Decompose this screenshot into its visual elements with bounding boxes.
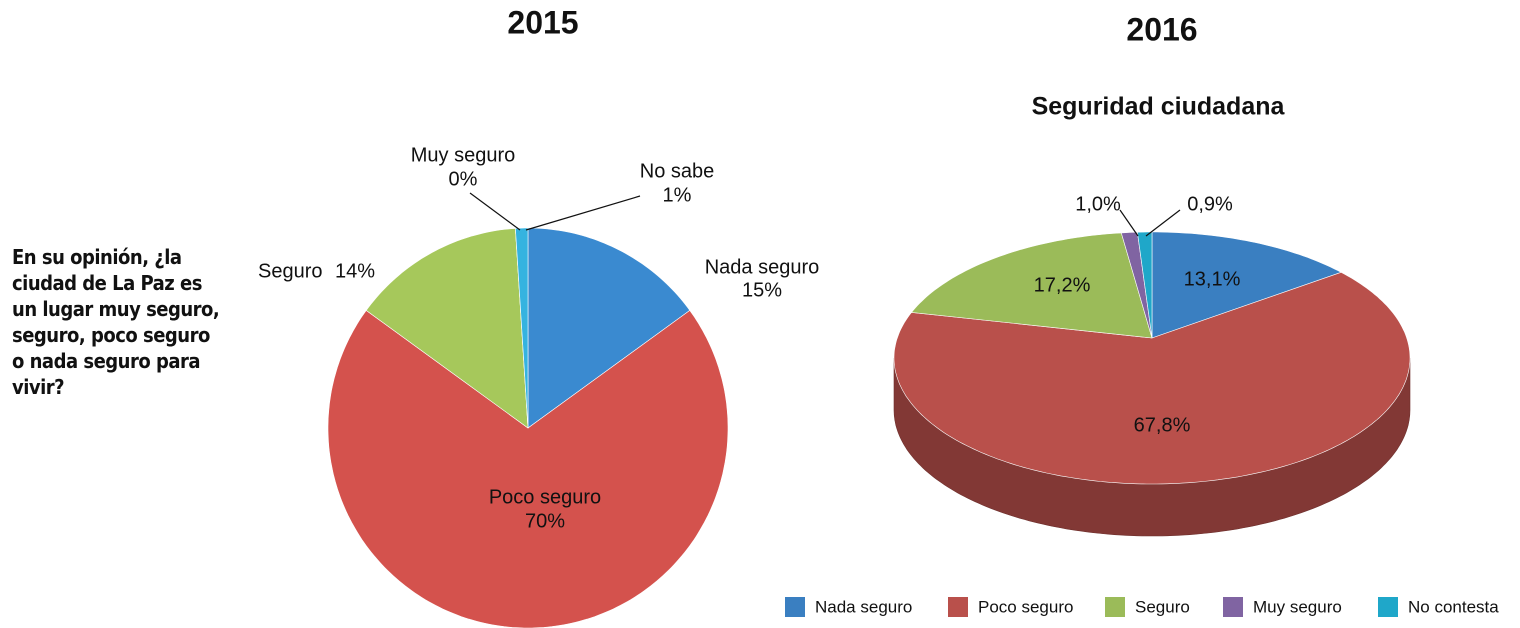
slice-name: Seguro: [258, 260, 323, 282]
legend-swatch: [1378, 597, 1398, 617]
slice-name: Nada seguro: [705, 256, 820, 278]
legend-label: No contesta: [1408, 597, 1499, 616]
chart-title: Seguridad ciudadana: [1032, 93, 1286, 121]
leader-line: [1145, 209, 1181, 237]
legend-swatch: [1105, 597, 1125, 617]
slice-label: 67,8%: [1134, 414, 1191, 436]
slice-label: 14%: [335, 260, 375, 282]
legend-label: Muy seguro: [1253, 597, 1342, 616]
question: En su opinión, ¿la ciudad de La Paz es u…: [12, 245, 220, 399]
slice-label: 17,2%: [1034, 274, 1091, 296]
slice-label: 70%: [525, 510, 565, 532]
legend-swatch: [948, 597, 968, 617]
slice: [1137, 231, 1153, 339]
legend-swatch: [785, 597, 805, 617]
slice: [327, 309, 729, 628]
slice-label: 13,1%: [1184, 268, 1241, 290]
chart-heading: 2016: [1126, 11, 1197, 47]
slice-label: 0%: [449, 168, 478, 190]
slice-name: Muy seguro: [411, 144, 516, 166]
slice-name: No sabe: [640, 160, 715, 182]
legend-label: Poco seguro: [978, 597, 1073, 616]
slice: [365, 228, 529, 429]
legend-swatch: [1223, 597, 1243, 617]
slice-label: 1%: [663, 184, 692, 206]
slice: [515, 227, 529, 429]
slice: [893, 271, 1411, 485]
slice: [527, 227, 691, 429]
slice: [910, 232, 1153, 339]
legend-label: Nada seguro: [815, 597, 912, 616]
leader-line: [1119, 209, 1139, 237]
leader-line: [525, 195, 641, 231]
chart-title: 2015: [507, 4, 578, 40]
slice-label: 0,9%: [1187, 193, 1233, 215]
legend-label: Seguro: [1135, 597, 1190, 616]
slice-label: 1,0%: [1075, 193, 1121, 215]
slice: [1151, 231, 1342, 339]
slice-label: 15%: [742, 279, 782, 301]
slice-name: Poco seguro: [489, 486, 601, 508]
leader-line: [469, 192, 521, 231]
